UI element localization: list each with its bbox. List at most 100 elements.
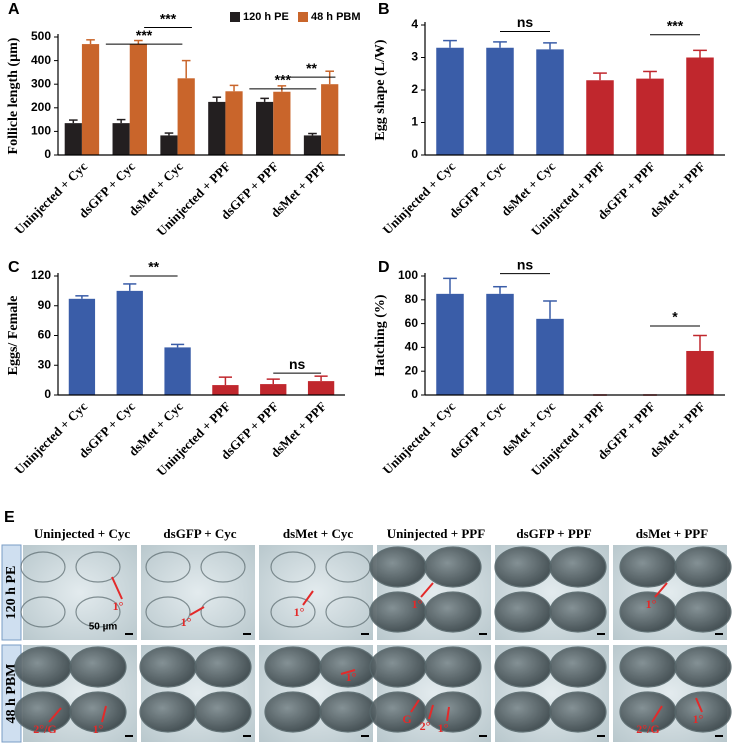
y-tick-label: 60 — [405, 316, 419, 330]
column-header: dsMet + PPF — [636, 526, 708, 541]
error-bar — [69, 119, 78, 124]
follicle — [674, 691, 732, 733]
row-label: 120 h PE — [4, 566, 19, 620]
panel-label: A — [8, 1, 20, 18]
follicle — [69, 646, 127, 688]
y-axis-label: Hatching (%) — [373, 294, 388, 376]
y-tick-label: 0 — [44, 147, 51, 161]
follicle — [139, 691, 197, 733]
significance-label: ns — [517, 14, 534, 30]
follicle — [20, 551, 66, 583]
significance-label: ** — [148, 259, 159, 275]
panel-label: D — [378, 259, 390, 276]
error-bar — [593, 72, 607, 81]
bar — [686, 350, 714, 395]
follicle — [619, 546, 677, 588]
error-bar — [75, 295, 89, 299]
bar — [536, 49, 564, 155]
image-label: 2°/G — [33, 722, 56, 736]
error-bar — [134, 39, 143, 45]
scale-bar — [715, 633, 723, 635]
column-header: dsGFP + PPF — [516, 526, 591, 541]
follicle — [674, 646, 732, 688]
y-tick-label: 40 — [405, 340, 419, 354]
bar — [256, 101, 274, 155]
row-label-box — [1, 544, 22, 641]
image-label: 1° — [93, 722, 104, 736]
follicle — [369, 691, 427, 733]
scale-bar — [479, 735, 487, 737]
error-bar — [123, 283, 137, 291]
bar — [436, 47, 464, 155]
follicle — [75, 551, 121, 583]
follicle — [424, 691, 482, 733]
scale-bar — [361, 633, 369, 635]
error-bar — [229, 84, 239, 92]
follicle — [264, 646, 322, 688]
error-bar — [443, 277, 457, 294]
error-bar — [266, 378, 280, 385]
bar — [177, 78, 195, 155]
bar — [112, 123, 130, 155]
bar — [212, 385, 239, 395]
significance-label: *** — [160, 10, 177, 26]
significance-label: *** — [136, 27, 153, 43]
image-label: 1° — [693, 712, 704, 726]
y-tick-label: 100 — [31, 124, 51, 138]
arrow — [48, 707, 62, 723]
image-label: 1° — [181, 615, 192, 629]
bar — [686, 57, 714, 155]
follicle — [424, 646, 482, 688]
significance-label: * — [672, 309, 678, 325]
legend-swatch — [230, 12, 240, 22]
error-bar — [164, 132, 174, 136]
follicle — [549, 591, 607, 633]
bar — [225, 91, 243, 155]
panel-label: E — [4, 509, 15, 526]
y-tick-label: 1 — [411, 115, 418, 129]
follicle — [494, 691, 552, 733]
bar — [303, 135, 322, 155]
error-bar — [212, 96, 222, 102]
scale-bar — [125, 735, 133, 737]
bar — [436, 293, 464, 395]
micrograph — [259, 545, 373, 640]
significance-label: *** — [275, 72, 292, 88]
y-tick-label: 500 — [31, 29, 51, 43]
scale-bar — [243, 735, 251, 737]
image-label: 1° — [438, 721, 449, 735]
column-header: Uninjected + Cyc — [34, 526, 130, 541]
y-tick-label: 200 — [31, 100, 51, 114]
scale-bar — [361, 735, 369, 737]
bar — [164, 347, 191, 395]
follicle — [145, 596, 191, 628]
follicle — [369, 646, 427, 688]
follicle — [494, 646, 552, 688]
scale-bar — [479, 633, 487, 635]
y-tick-label: 0 — [411, 147, 418, 161]
arrow — [111, 576, 123, 600]
follicle — [549, 691, 607, 733]
legend-swatch — [298, 12, 308, 22]
column-header: dsMet + Cyc — [283, 526, 353, 541]
follicle — [145, 551, 191, 583]
follicle — [270, 551, 316, 583]
x-tick-label: Uninjected + Cyc — [380, 398, 459, 477]
error-bar — [314, 375, 328, 382]
x-tick-label: Uninjected + Cyc — [11, 158, 90, 237]
arrow — [654, 582, 668, 598]
follicle — [319, 691, 377, 733]
follicle — [549, 546, 607, 588]
significance-label: ns — [517, 256, 534, 272]
arrow — [189, 606, 205, 616]
y-tick-label: 0 — [411, 387, 418, 401]
follicle — [369, 546, 427, 588]
bar — [68, 298, 96, 395]
follicle — [549, 646, 607, 688]
follicle — [674, 546, 732, 588]
y-tick-label: 90 — [38, 298, 52, 312]
y-tick-label: 4 — [411, 17, 418, 31]
follicle — [14, 646, 72, 688]
error-bar — [443, 39, 457, 48]
